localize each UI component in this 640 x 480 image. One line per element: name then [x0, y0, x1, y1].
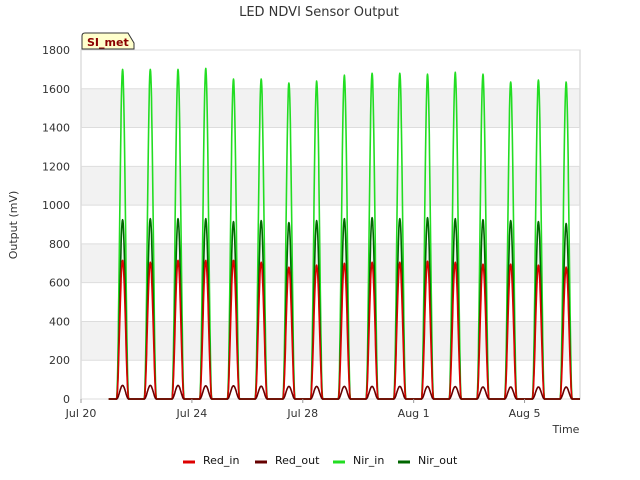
legend-item: Red_out	[255, 454, 320, 467]
y-tick-label: 800	[49, 238, 70, 251]
y-tick-label: 1800	[42, 44, 70, 57]
x-tick-labels: Jul 20 Jul 24 Jul 28 Aug 1 Aug 5	[65, 399, 541, 420]
legend-item: Nir_out	[398, 454, 458, 467]
x-tick-label: Aug 5	[509, 407, 541, 420]
x-tick-label: Jul 24	[176, 407, 208, 420]
legend: Red_in Red_out Nir_in Nir_out	[183, 454, 458, 467]
grid-band	[81, 243, 580, 283]
legend-label: Red_out	[275, 454, 320, 467]
x-tick-label: Jul 28	[286, 407, 318, 420]
station-badge: SI_met	[81, 32, 135, 50]
chart-title: LED NDVI Sensor Output	[239, 5, 399, 20]
legend-label: Red_in	[203, 454, 239, 467]
legend-item: Nir_in	[333, 454, 384, 467]
grid-band	[81, 88, 580, 128]
y-tick-label: 400	[49, 315, 70, 328]
y-tick-label: 600	[49, 277, 70, 290]
legend-label: Nir_in	[353, 454, 384, 467]
plot-bands	[81, 88, 580, 361]
badge-shape	[81, 32, 135, 50]
y-tick-label: 1000	[42, 199, 70, 212]
series-lines	[108, 67, 581, 400]
y-tick-label: 1600	[42, 83, 70, 96]
x-axis-label: Time	[552, 423, 580, 436]
y-axis-label: Output (mV)	[7, 191, 20, 260]
legend-item: Red_in	[183, 454, 239, 467]
legend-label: Nir_out	[418, 454, 458, 467]
grid-band	[81, 321, 580, 361]
badge-label: SI_met	[87, 36, 129, 49]
y-tick-label: 1400	[42, 122, 70, 135]
y-tick-label: 1200	[42, 160, 70, 173]
series-line-red-out	[108, 384, 581, 400]
y-tick-labels: 0 200 400 600 800 1000 1200 1400 1600 1800	[42, 44, 70, 406]
x-tick-label: Jul 20	[65, 407, 97, 420]
x-tick-label: Aug 1	[398, 407, 430, 420]
y-tick-label: 0	[63, 393, 70, 406]
grid-band	[81, 166, 580, 206]
y-tick-label: 200	[49, 354, 70, 367]
